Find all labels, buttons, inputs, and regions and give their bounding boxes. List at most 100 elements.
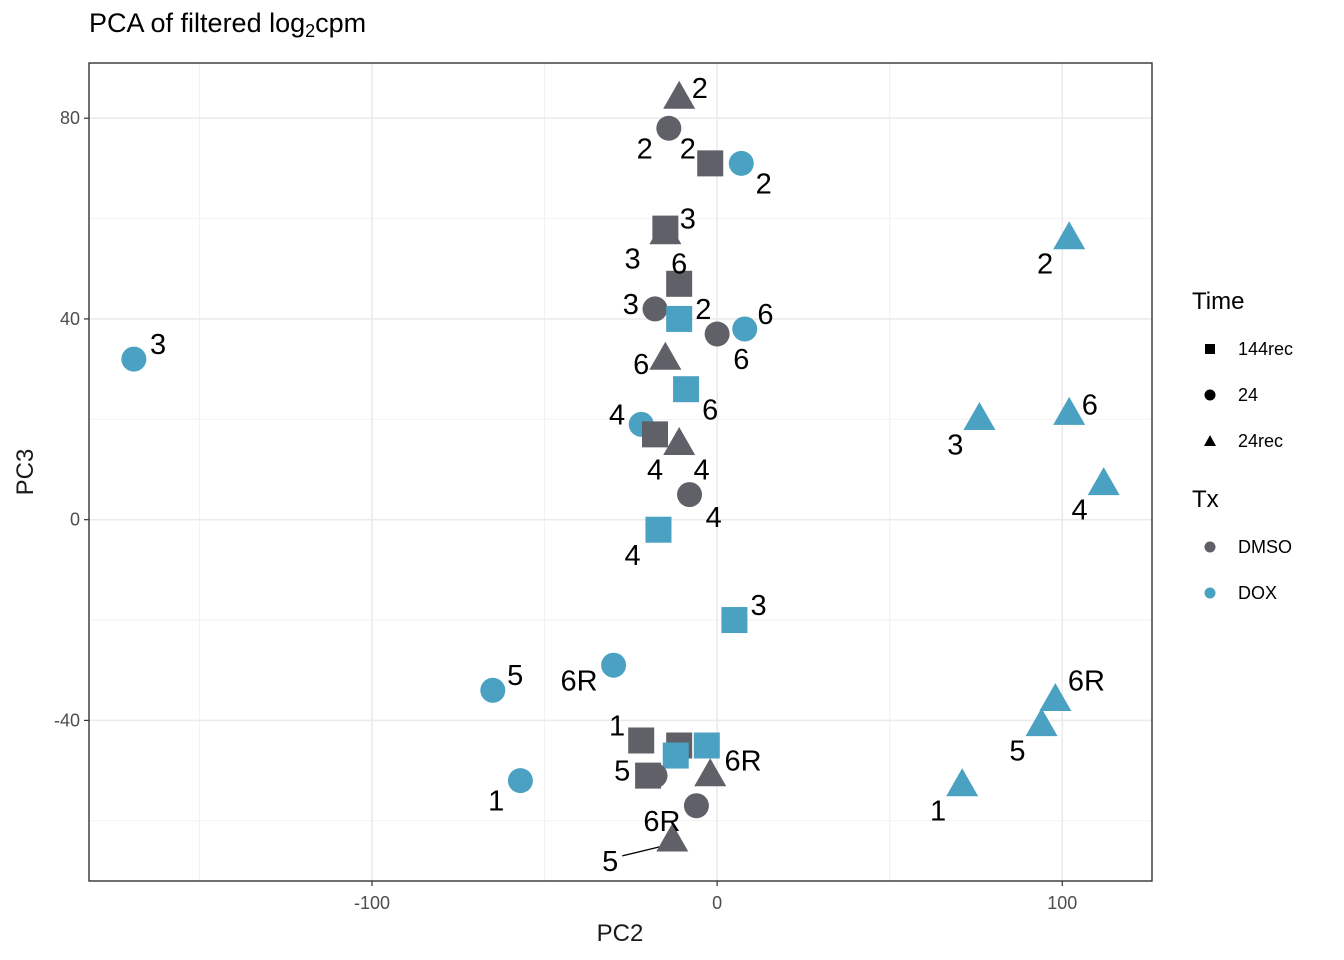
point-label: 6 bbox=[702, 394, 718, 426]
x-tick-label: -100 bbox=[354, 893, 390, 913]
point-label: 2 bbox=[680, 133, 696, 165]
plot-border bbox=[88, 62, 1153, 882]
legend-label: 144rec bbox=[1238, 338, 1294, 359]
point-label: 3 bbox=[947, 429, 963, 461]
point-circle-dox bbox=[728, 150, 754, 176]
point-circle-dmso bbox=[677, 482, 703, 508]
legend-item-dox: DOX bbox=[1190, 570, 1340, 616]
legend-label: 24rec bbox=[1238, 430, 1284, 451]
legend-label: 24 bbox=[1238, 384, 1259, 405]
point-square-dmso bbox=[642, 421, 669, 448]
point-square-dox bbox=[721, 607, 748, 634]
x-tick-label: 100 bbox=[1047, 893, 1077, 913]
legend-time-group: Time 144rec 24 24rec bbox=[1190, 288, 1340, 464]
point-triangle-dox bbox=[1053, 221, 1086, 250]
point-square-dmso bbox=[628, 727, 655, 754]
point-label: 2 bbox=[756, 168, 772, 200]
legend-item-dmso: DMSO bbox=[1190, 524, 1340, 570]
legend-item-24: 24 bbox=[1190, 372, 1340, 418]
point-label: 3 bbox=[150, 329, 166, 361]
point-circle-dox bbox=[601, 652, 627, 678]
legend-label: DOX bbox=[1238, 582, 1278, 603]
label-leader-line bbox=[622, 845, 664, 857]
point-circle-dox bbox=[121, 346, 147, 372]
point-label: 6R bbox=[724, 746, 761, 778]
point-circle-dmso bbox=[642, 296, 668, 322]
point-label: 6 bbox=[757, 299, 773, 331]
chart-title: PCA of filtered log2cpm bbox=[89, 8, 367, 41]
point-label: 6 bbox=[733, 344, 749, 376]
y-tick-label: 80 bbox=[60, 108, 80, 128]
data-points bbox=[121, 80, 1120, 852]
dox-color-dot-icon bbox=[1190, 585, 1230, 601]
legend-label: DMSO bbox=[1238, 536, 1292, 557]
circle-shape-icon bbox=[1190, 387, 1230, 403]
legend-tx-group: Tx DMSO DOX bbox=[1190, 486, 1340, 616]
x-tick-label: 0 bbox=[712, 893, 722, 913]
triangle-shape-icon bbox=[1190, 433, 1230, 449]
point-label: 2 bbox=[695, 294, 711, 326]
point-label: 6 bbox=[671, 249, 687, 281]
point-label: 4 bbox=[694, 454, 710, 486]
point-square-dmso bbox=[666, 270, 693, 297]
point-triangle-dmso bbox=[663, 427, 696, 456]
point-label: 2 bbox=[1037, 249, 1053, 281]
point-square-dmso bbox=[697, 150, 724, 177]
point-label: 4 bbox=[609, 399, 625, 431]
y-tick-label: -40 bbox=[54, 710, 80, 730]
point-label: 4 bbox=[647, 454, 663, 486]
y-axis: -40 0 40 80 bbox=[54, 108, 89, 730]
point-circle-dox bbox=[480, 677, 506, 703]
y-axis-title: PC3 bbox=[12, 449, 39, 496]
point-triangle-dox bbox=[1087, 467, 1120, 496]
point-circle-dmso bbox=[656, 115, 682, 141]
point-triangle-dox bbox=[963, 401, 996, 430]
point-label: 3 bbox=[750, 590, 766, 622]
point-triangle-dmso bbox=[663, 80, 696, 109]
point-label: 3 bbox=[623, 289, 639, 321]
point-triangle-dox bbox=[1053, 396, 1086, 425]
point-square-dox bbox=[662, 742, 689, 769]
point-square-dox bbox=[673, 376, 700, 403]
y-tick-label: 40 bbox=[60, 309, 80, 329]
point-square-dmso bbox=[652, 215, 679, 242]
x-axis-title: PC2 bbox=[597, 920, 644, 947]
minor-gridlines bbox=[89, 63, 1152, 881]
point-circle-dox bbox=[507, 768, 533, 794]
point-label: 3 bbox=[625, 244, 641, 276]
legend-tx-title: Tx bbox=[1192, 486, 1219, 513]
legend-item-24rec: 24rec bbox=[1190, 418, 1340, 464]
point-circle-dox bbox=[732, 316, 758, 342]
point-label: 6R bbox=[1068, 665, 1105, 697]
point-label: 5 bbox=[614, 756, 630, 788]
point-label: 4 bbox=[706, 502, 722, 534]
point-square-dmso bbox=[635, 762, 662, 789]
point-label: 1 bbox=[609, 710, 625, 742]
point-label: 4 bbox=[625, 540, 641, 572]
point-circle-dmso bbox=[704, 321, 730, 347]
point-square-dox bbox=[645, 516, 672, 543]
point-label: 1 bbox=[930, 796, 946, 828]
point-triangle-dmso bbox=[656, 823, 689, 852]
y-tick-label: 0 bbox=[70, 510, 80, 530]
point-triangle-dmso bbox=[694, 758, 727, 787]
point-label: 5 bbox=[1009, 736, 1025, 768]
point-label: 4 bbox=[1071, 495, 1087, 527]
legend: Time 144rec 24 24rec Tx DMSO DOX bbox=[1190, 288, 1340, 638]
legend-time-title: Time bbox=[1192, 288, 1245, 315]
label-leader-lines bbox=[622, 845, 664, 857]
point-triangle-dox bbox=[1025, 708, 1058, 737]
point-label: 6 bbox=[633, 349, 649, 381]
point-label: 6 bbox=[1082, 389, 1098, 421]
point-label: 3 bbox=[680, 204, 696, 236]
legend-item-144rec: 144rec bbox=[1190, 326, 1340, 372]
point-circle-dmso bbox=[683, 793, 709, 819]
point-square-dox bbox=[666, 305, 693, 332]
point-label: 1 bbox=[488, 786, 504, 818]
point-label: 2 bbox=[637, 133, 653, 165]
x-axis: -100 0 100 bbox=[354, 881, 1077, 913]
point-triangle-dox bbox=[946, 768, 979, 797]
point-triangle-dox bbox=[1039, 682, 1072, 711]
point-triangle-dmso bbox=[649, 341, 682, 370]
